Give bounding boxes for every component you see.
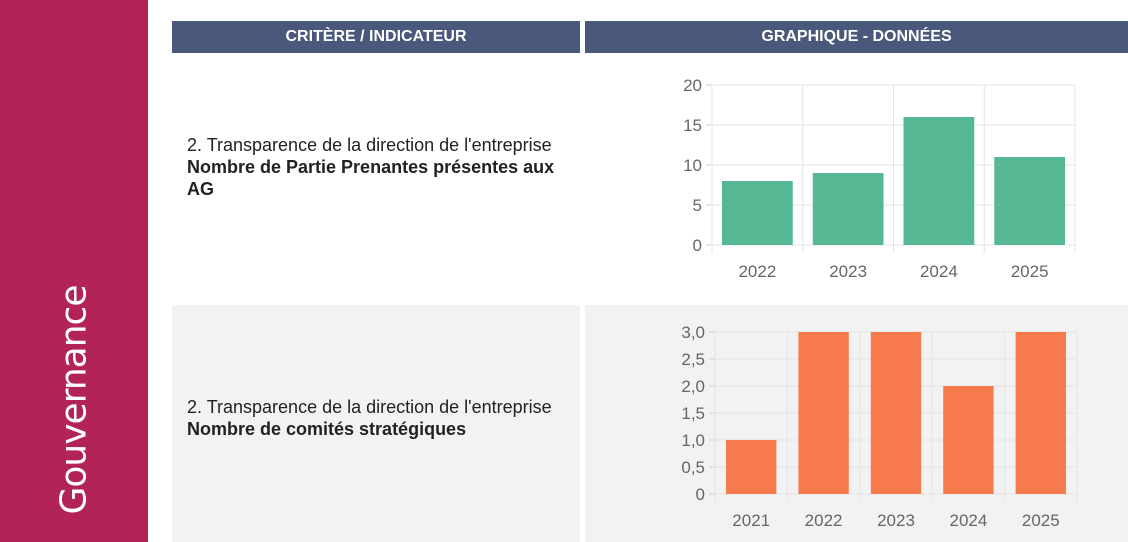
y-tick-label: 15 [683, 116, 702, 135]
y-tick-label: 0 [696, 485, 705, 504]
indicator-label: Nombre de comités stratégiques [187, 419, 467, 439]
bar [812, 173, 884, 245]
y-tick-label: 20 [683, 76, 702, 95]
y-tick-label: 2,0 [681, 377, 705, 396]
x-tick-label: 2022 [738, 262, 776, 281]
bar-chart-committees: 0 0,5 1,0 1,5 2,0 2,5 3,0 2021 2022 2023 2024 2025 [681, 323, 1078, 530]
row-2-criterion: 2. Transparence de la direction de l'ent… [187, 396, 577, 440]
bar [870, 332, 922, 494]
x-tick-label: 2021 [732, 511, 770, 530]
y-tick-label: 1,0 [681, 431, 705, 450]
x-tick-label: 2023 [829, 262, 867, 281]
bar [903, 117, 975, 245]
chart-column-header: GRAPHIQUE - DONNÉES [585, 21, 1128, 53]
bar-chart-stakeholders: 0 5 10 15 20 2022 2023 2024 2025 [683, 76, 1076, 281]
y-tick-label: 3,0 [681, 323, 705, 342]
bar [1015, 332, 1066, 494]
sidebar: Gouvernance [0, 0, 148, 542]
criterion-title: 2. Transparence de la direction de l'ent… [187, 135, 552, 155]
criterion-title: 2. Transparence de la direction de l'ent… [187, 397, 552, 417]
x-tick-label: 2022 [805, 511, 843, 530]
y-tick-label: 0,5 [681, 458, 705, 477]
y-tick-label: 10 [683, 156, 702, 175]
x-tick-label: 2024 [949, 511, 987, 530]
bar [994, 157, 1065, 245]
y-tick-label: 0 [693, 236, 702, 255]
sidebar-section-label: Gouvernance [53, 285, 95, 515]
x-tick-label: 2025 [1022, 511, 1060, 530]
y-tick-label: 5 [693, 196, 702, 215]
bar [798, 332, 849, 494]
bar [722, 181, 793, 245]
bar [726, 440, 777, 494]
y-tick-label: 2,5 [681, 350, 705, 369]
row-1-criterion: 2. Transparence de la direction de l'ent… [187, 134, 577, 200]
bar [943, 386, 994, 494]
x-tick-label: 2024 [920, 262, 958, 281]
x-tick-label: 2023 [877, 511, 915, 530]
criterion-column-header: CRITÈRE / INDICATEUR [172, 21, 580, 53]
y-tick-label: 1,5 [681, 404, 705, 423]
x-tick-label: 2025 [1011, 262, 1049, 281]
row-2-criterion-cell [172, 305, 580, 542]
indicator-label: Nombre de Partie Prenantes présentes aux… [187, 157, 555, 199]
